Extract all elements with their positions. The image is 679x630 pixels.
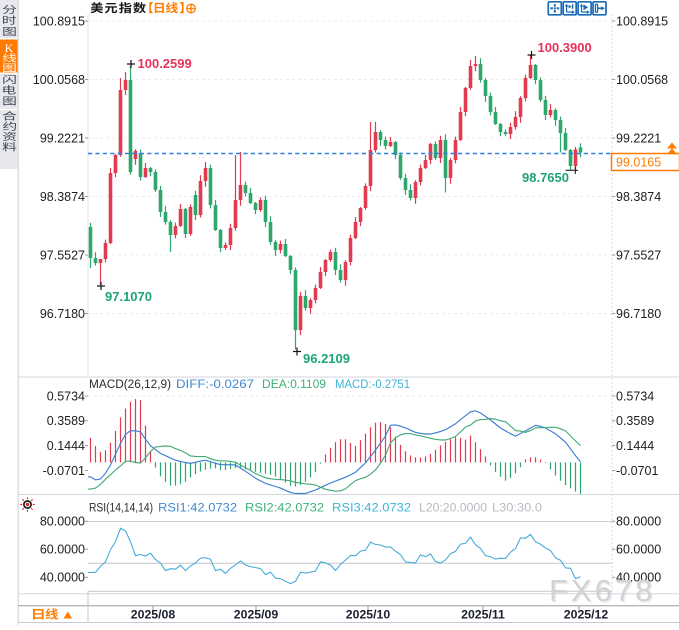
svg-text:L20:20.0000: L20:20.0000 — [419, 501, 487, 515]
svg-text:99.2221: 99.2221 — [40, 131, 85, 145]
svg-text:98.7650: 98.7650 — [522, 170, 569, 185]
svg-text:0.1444: 0.1444 — [47, 439, 85, 453]
svg-text:0.5734: 0.5734 — [47, 389, 85, 403]
svg-text:RSI3:42.0732: RSI3:42.0732 — [332, 501, 411, 515]
svg-text:100.8915: 100.8915 — [616, 14, 668, 28]
svg-text:0.1444: 0.1444 — [616, 439, 654, 453]
svg-text:-0.0701: -0.0701 — [43, 464, 85, 478]
svg-text:98.3874: 98.3874 — [40, 190, 85, 204]
svg-text:-0.0701: -0.0701 — [616, 464, 658, 478]
svg-text:MACD(26,12,9): MACD(26,12,9) — [89, 377, 171, 391]
svg-text:100.0568: 100.0568 — [33, 73, 85, 87]
svg-text:97.1070: 97.1070 — [105, 289, 152, 304]
svg-text:96.2109: 96.2109 — [303, 351, 350, 366]
svg-text:97.5527: 97.5527 — [40, 248, 85, 262]
svg-text:DIFF:-0.0267: DIFF:-0.0267 — [176, 377, 254, 391]
svg-text:96.7180: 96.7180 — [40, 307, 85, 321]
svg-text:100.8915: 100.8915 — [33, 14, 85, 28]
svg-text:DEA:0.1109: DEA:0.1109 — [262, 377, 326, 391]
svg-text:99.0165: 99.0165 — [616, 156, 661, 170]
svg-text:MACD:-0.2751: MACD:-0.2751 — [335, 377, 410, 391]
svg-text:97.5527: 97.5527 — [616, 248, 661, 262]
svg-text:60.0000: 60.0000 — [40, 543, 85, 557]
svg-text:40.0000: 40.0000 — [40, 571, 85, 585]
svg-text:0.3589: 0.3589 — [616, 414, 654, 428]
svg-text:2025/12: 2025/12 — [564, 608, 609, 622]
svg-text:99.2221: 99.2221 — [616, 131, 661, 145]
svg-text:96.7180: 96.7180 — [616, 307, 661, 321]
svg-text:98.3874: 98.3874 — [616, 190, 661, 204]
svg-text:0.3589: 0.3589 — [47, 414, 85, 428]
svg-text:RSI(14,14,14): RSI(14,14,14) — [89, 501, 153, 515]
svg-text:RSI2:42.0732: RSI2:42.0732 — [245, 501, 324, 515]
svg-text:100.3900: 100.3900 — [538, 40, 592, 55]
svg-text:RSI1:42.0732: RSI1:42.0732 — [158, 501, 237, 515]
svg-text:60.0000: 60.0000 — [616, 543, 661, 557]
svg-text:80.0000: 80.0000 — [616, 515, 661, 529]
svg-text:100.0568: 100.0568 — [616, 73, 668, 87]
svg-text:L30:30.0: L30:30.0 — [492, 501, 542, 515]
svg-text:80.0000: 80.0000 — [40, 515, 85, 529]
svg-text:100.2599: 100.2599 — [138, 56, 192, 71]
svg-text:0.5734: 0.5734 — [616, 389, 654, 403]
svg-text:FX678: FX678 — [551, 575, 657, 610]
svg-text:K: K — [5, 41, 14, 55]
